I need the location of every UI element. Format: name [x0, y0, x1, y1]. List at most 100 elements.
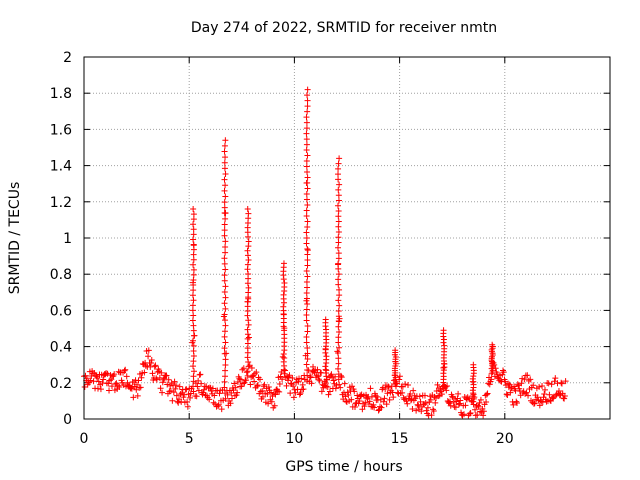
data-point [445, 399, 452, 406]
data-point [303, 235, 310, 242]
data-point [338, 374, 345, 381]
data-point [245, 334, 252, 341]
data-point [335, 371, 342, 378]
data-point [248, 364, 255, 371]
data-point [163, 372, 170, 379]
data-point [340, 389, 347, 396]
data-point [221, 300, 228, 307]
data-point [111, 371, 118, 378]
data-point [304, 273, 311, 280]
data-point [410, 387, 417, 394]
data-point [421, 401, 428, 408]
x-tick-label: 20 [496, 431, 514, 447]
data-point [173, 392, 180, 399]
data-point [351, 388, 358, 395]
data-point [474, 412, 481, 419]
data-point [392, 347, 399, 354]
data-point [505, 380, 512, 387]
data-point [227, 400, 234, 407]
data-point [469, 387, 476, 394]
data-point [245, 238, 252, 245]
data-point [335, 265, 342, 272]
data-point [166, 388, 173, 395]
data-point [221, 159, 228, 166]
data-point [335, 250, 342, 257]
data-point [414, 401, 421, 408]
data-point [222, 244, 229, 251]
data-point [539, 399, 546, 406]
data-point [160, 376, 167, 383]
data-point [221, 204, 228, 211]
data-point [438, 391, 445, 398]
data-point [187, 394, 194, 401]
data-point [221, 345, 228, 352]
data-point [279, 353, 286, 360]
data-point [151, 363, 158, 370]
data-point [137, 384, 144, 391]
data-point [201, 386, 208, 393]
data-point [303, 240, 310, 247]
y-tick-label: 0.6 [50, 303, 72, 319]
data-point [431, 393, 438, 400]
data-point [310, 363, 317, 370]
data-point [90, 378, 97, 385]
data-point [335, 160, 342, 167]
data-point [361, 403, 368, 410]
data-point [520, 388, 527, 395]
data-point [190, 236, 197, 243]
data-point [475, 403, 482, 410]
data-point [190, 266, 197, 273]
data-point [315, 373, 322, 380]
data-point [222, 210, 229, 217]
y-tick-label: 1 [63, 231, 72, 247]
data-point [245, 210, 252, 217]
data-point [296, 391, 303, 398]
data-point [191, 368, 198, 375]
data-point [221, 333, 228, 340]
data-point [215, 403, 222, 410]
data-point [303, 147, 310, 154]
data-point [336, 318, 343, 325]
data-point [470, 373, 477, 380]
data-point [441, 382, 448, 389]
x-tick-label: 5 [185, 431, 194, 447]
data-point [164, 381, 171, 388]
data-point [221, 384, 228, 391]
data-point [243, 377, 250, 384]
data-point [189, 383, 196, 390]
data-point [303, 317, 310, 324]
data-point [335, 365, 342, 372]
data-point [308, 380, 315, 387]
data-point [142, 362, 149, 369]
data-point [303, 136, 310, 143]
data-point [455, 390, 462, 397]
data-point [367, 385, 374, 392]
data-point [304, 246, 311, 253]
data-point [530, 382, 537, 389]
data-point [123, 373, 130, 380]
data-point [284, 377, 291, 384]
data-point [303, 191, 310, 198]
data-point [190, 342, 197, 349]
data-point [316, 377, 323, 384]
data-point [221, 176, 228, 183]
data-point [190, 358, 197, 365]
data-point [206, 384, 213, 391]
data-point [251, 378, 258, 385]
data-point [134, 392, 141, 399]
data-point [330, 377, 337, 384]
data-point [304, 257, 311, 264]
data-point [389, 389, 396, 396]
data-point [128, 384, 135, 391]
data-point [206, 396, 213, 403]
data-point [134, 381, 141, 388]
data-point [335, 165, 342, 172]
data-point [222, 170, 229, 177]
data-point [145, 347, 152, 354]
data-point [87, 377, 94, 384]
data-point [335, 218, 342, 225]
data-point [304, 174, 311, 181]
data-point [247, 381, 254, 388]
data-point [190, 206, 197, 213]
